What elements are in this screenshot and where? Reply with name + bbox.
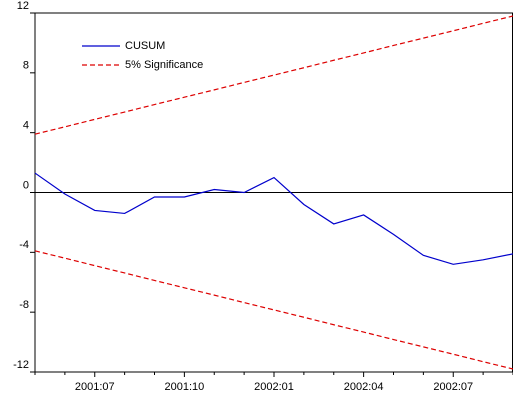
legend-label: 5% Significance: [125, 59, 203, 71]
y-tick-label: -12: [13, 359, 29, 371]
legend-label: CUSUM: [125, 40, 165, 52]
y-tick-label: 0: [23, 179, 29, 191]
series-line: [34, 15, 513, 135]
y-tick-label: 12: [17, 0, 29, 12]
y-tick-label: -4: [19, 239, 29, 251]
y-tick-label: 4: [23, 120, 29, 132]
x-tick-label: 2002:07: [433, 381, 473, 393]
y-tick-label: 8: [23, 60, 29, 72]
x-tick-label: 2002:01: [254, 381, 294, 393]
x-tick-label: 2002:04: [344, 381, 384, 393]
x-tick-label: 2001:07: [75, 381, 115, 393]
series-line: [34, 250, 513, 370]
y-tick-label: -8: [19, 299, 29, 311]
x-tick-label: 2001:10: [164, 381, 204, 393]
series-line: [34, 172, 513, 265]
